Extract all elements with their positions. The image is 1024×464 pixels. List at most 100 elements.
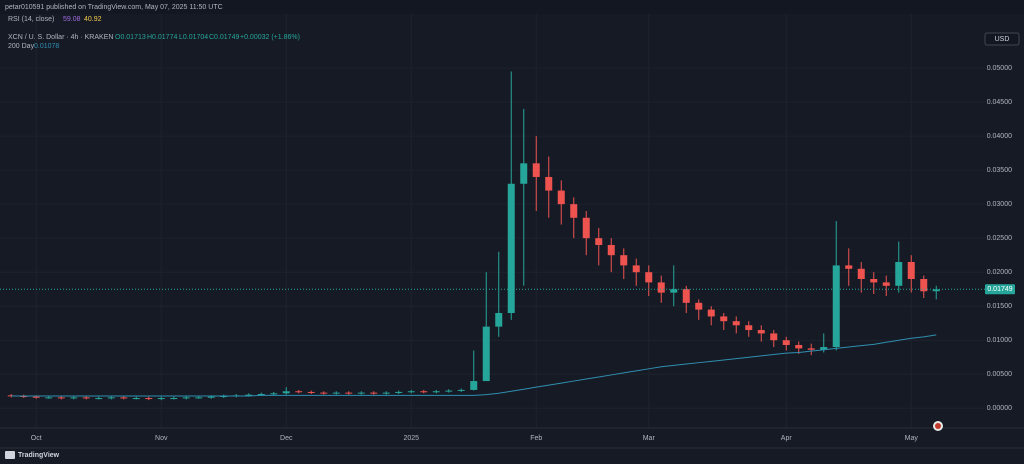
candle-body [920, 279, 928, 292]
candle-body [682, 289, 690, 303]
candle-body [107, 397, 115, 399]
candle-body [157, 398, 165, 400]
candle-body [345, 392, 353, 394]
candle-body [120, 397, 128, 399]
x-tick-label: Oct [31, 435, 42, 442]
candle-body [145, 398, 153, 400]
candle-body [207, 396, 215, 398]
candle-body [670, 289, 678, 293]
indicator-name: RSI (14, close) [8, 16, 54, 23]
candle-body [870, 279, 878, 283]
price-label: 0.01749 [987, 286, 1012, 293]
candle-body [807, 348, 815, 350]
legend-low: L0.01704 [179, 34, 208, 41]
legend-symbol: XCN / U. S. Dollar · 4h · KRAKEN [8, 34, 113, 41]
candle-body [707, 309, 715, 317]
candle-body [245, 394, 253, 396]
legend-open: O0.01713 [115, 34, 146, 41]
candle-body [482, 326, 490, 382]
y-tick-label: 0.05000 [987, 65, 1012, 72]
legend-close: C0.01749 [209, 34, 239, 41]
y-tick-label: 0.00000 [987, 405, 1012, 412]
candle-body [457, 389, 465, 391]
candle-body [57, 397, 65, 399]
legend-high: H0.01774 [147, 34, 177, 41]
candle-body [720, 316, 728, 322]
candle-body [907, 261, 915, 280]
candle-body [732, 321, 740, 326]
y-tick-label: 0.02000 [987, 269, 1012, 276]
y-tick-label: 0.04000 [987, 133, 1012, 140]
candle-body [395, 391, 403, 393]
candle-body [195, 397, 203, 399]
candle-body [645, 272, 653, 283]
candle-body [695, 302, 703, 310]
candle-body [820, 347, 828, 350]
candle-body [182, 397, 190, 399]
y-tick-label: 0.03500 [987, 167, 1012, 174]
candle-body [495, 313, 503, 327]
candle-body [307, 391, 315, 393]
candle-body [382, 392, 390, 394]
candle-body [620, 255, 628, 266]
candle-body [95, 398, 103, 400]
candle-body [270, 393, 278, 395]
candle-body [882, 282, 890, 286]
candle-body [445, 390, 453, 392]
candle-body [520, 163, 528, 184]
footer-logo [5, 451, 15, 459]
x-tick-label: Feb [530, 435, 542, 442]
publisher: petar010591 published on TradingView.com… [5, 4, 223, 11]
candle-body [295, 391, 303, 393]
candle-body [420, 391, 428, 393]
y-tick-label: 0.01000 [987, 337, 1012, 344]
price-label-box [985, 284, 1015, 295]
candle-body [745, 325, 753, 331]
indicator-value: 59.08 [63, 16, 81, 23]
candle-body [595, 238, 603, 245]
candle-body [545, 176, 553, 191]
candle-body [70, 397, 78, 399]
candle-body [657, 282, 665, 293]
candle-body [532, 163, 540, 177]
candle-body [170, 398, 178, 400]
candle-body [632, 265, 640, 273]
candle-body [32, 396, 40, 398]
currency-button[interactable] [984, 32, 1020, 46]
x-tick-label: Nov [155, 435, 168, 442]
ma-value: 0.01078 [34, 43, 59, 50]
candle-body [770, 333, 778, 341]
candle-body [257, 393, 265, 395]
y-tick-label: 0.01500 [987, 303, 1012, 310]
candle-body [132, 398, 140, 400]
candle-body [795, 344, 803, 349]
x-tick-label: Dec [280, 435, 293, 442]
currency[interactable]: USD [995, 36, 1010, 43]
y-tick-label: 0.04500 [987, 99, 1012, 106]
legend-change: +0.00032 (+1.86%) [240, 34, 300, 41]
y-tick-label: 0.00500 [987, 371, 1012, 378]
candle-body [932, 289, 940, 292]
candle-body [757, 330, 765, 334]
candle-body [507, 183, 515, 314]
candle-body [570, 204, 578, 218]
candle-body [357, 392, 365, 394]
candle-body [857, 268, 865, 280]
candle-body [607, 244, 615, 256]
candle-body [582, 217, 590, 239]
ma-name: 200 Day [8, 43, 35, 50]
candle-body [407, 391, 415, 393]
ma-line [11, 334, 937, 397]
candle-body [370, 392, 378, 394]
candle-body [332, 392, 340, 394]
candle-body [845, 265, 853, 269]
candle-body [320, 392, 328, 394]
candle-body [470, 381, 478, 390]
indicator-value: 40.92 [84, 16, 102, 23]
y-tick-label: 0.02500 [987, 235, 1012, 242]
candle-body [895, 261, 903, 286]
candle-body [782, 340, 790, 345]
candle-body [432, 391, 440, 393]
